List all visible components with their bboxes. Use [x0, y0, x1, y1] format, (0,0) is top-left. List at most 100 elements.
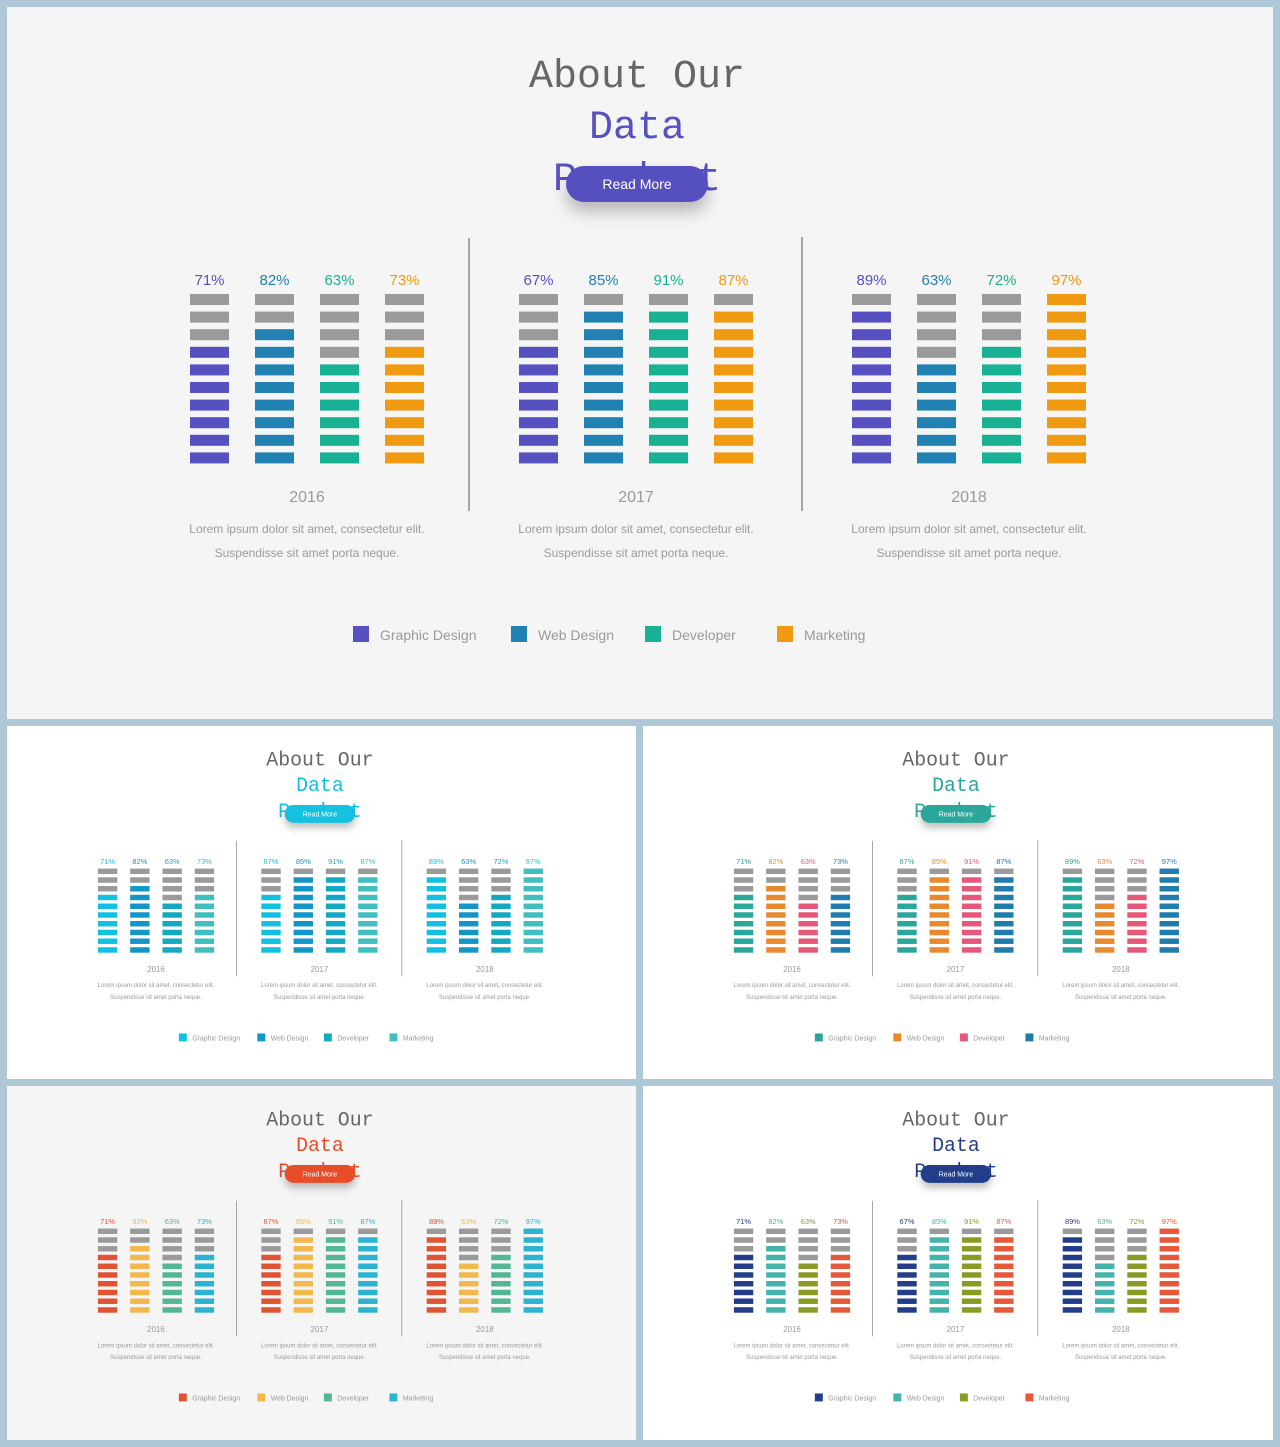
bar-segment: [830, 1228, 851, 1235]
bar-segment: [1159, 912, 1179, 918]
value-label: 72%: [494, 1217, 509, 1226]
bar-segment: [961, 1289, 982, 1296]
read-more-button-bg[interactable]: [566, 166, 708, 202]
read-more-button-label[interactable]: Read More: [939, 811, 973, 818]
read-more-button[interactable]: Read More: [566, 166, 708, 202]
bar-segment: [130, 903, 150, 909]
bar-segment: [766, 1228, 786, 1235]
value-label: 67%: [264, 857, 279, 866]
bar-developer-2018: [982, 294, 1021, 464]
description-line-1: Lorem ipsum dolor sit amet, consectetur …: [98, 983, 215, 989]
bar-segment: [320, 329, 359, 341]
bar-segment: [261, 1307, 281, 1313]
bar-segment: [261, 1263, 281, 1269]
legend-swatch: [959, 1393, 968, 1402]
legend: Graphic Design Web Design Developer Marketi…: [178, 1393, 433, 1402]
bar-developer-2016: [798, 1228, 818, 1313]
bar-segment: [162, 1237, 182, 1243]
bar-segment: [194, 1307, 215, 1313]
bar-segment: [293, 1263, 313, 1269]
value-label: 97%: [1051, 272, 1081, 289]
bar-segment: [994, 929, 1014, 936]
bar-graphic-design-2016: [733, 1228, 754, 1313]
bar-segment: [385, 434, 424, 446]
bar-segment: [649, 434, 688, 446]
bar-segment: [733, 1272, 754, 1278]
bar-segment: [190, 329, 229, 341]
bar-segment: [194, 1228, 215, 1235]
bar-segment: [293, 903, 313, 909]
title-line-data: Data: [296, 1134, 344, 1157]
read-more-button-bg[interactable]: [284, 804, 356, 823]
read-more-button[interactable]: Read More: [284, 1164, 356, 1183]
bar-segment: [917, 329, 956, 341]
bar-segment: [982, 417, 1021, 429]
bar-segment: [929, 1246, 949, 1252]
bar-segment: [523, 1298, 543, 1304]
bar-segment: [491, 1228, 511, 1235]
bar-segment: [852, 311, 891, 323]
bar-segment: [523, 903, 543, 909]
bar-segment: [458, 894, 479, 901]
bar-segment: [255, 417, 294, 429]
bar-segment: [929, 921, 949, 927]
bar-segment: [458, 1228, 479, 1235]
bar-marketing-2017: [358, 1228, 378, 1313]
slide-navy-variant: About OurDataProductRead More71%82%63%73…: [643, 1086, 1273, 1440]
bar-segment: [261, 877, 281, 883]
read-more-button-bg[interactable]: [920, 804, 992, 823]
bar-segment: [426, 1254, 447, 1261]
description-line-2: Suspendisse sit amet porta neque.: [746, 995, 838, 1001]
bar-segment: [714, 382, 753, 393]
bar-segment: [162, 921, 182, 927]
year-label: 2017: [618, 489, 654, 506]
bar-segment: [1094, 1254, 1115, 1261]
read-more-button[interactable]: Read More: [920, 1164, 992, 1183]
bar-segment: [1127, 921, 1147, 927]
bar-segment: [194, 1254, 215, 1261]
bar-segment: [1127, 929, 1147, 936]
read-more-button-label[interactable]: Read More: [602, 176, 671, 192]
bar-segment: [426, 1263, 447, 1269]
bar-segment: [523, 1272, 543, 1278]
value-label: 91%: [328, 1217, 343, 1226]
read-more-button-label[interactable]: Read More: [939, 1171, 973, 1178]
bar-segment: [426, 903, 447, 909]
bar-segment: [523, 947, 543, 953]
bar-segment: [519, 452, 558, 464]
bar-segment: [358, 938, 378, 944]
value-label: 73%: [197, 857, 212, 866]
bar-segment: [523, 868, 543, 875]
legend-swatch: [893, 1033, 902, 1042]
bar-segment: [961, 1263, 982, 1269]
bar-segment: [1159, 1263, 1179, 1269]
bar-web-design-2016: [766, 868, 786, 953]
bar-web-design-2018: [1094, 1228, 1115, 1313]
bar-segment: [194, 921, 215, 927]
legend: Graphic Design Web Design Developer Marketi…: [814, 1033, 1069, 1042]
bar-graphic-design-2017: [261, 1228, 281, 1313]
bar-segment: [162, 1263, 182, 1269]
read-more-button-label[interactable]: Read More: [303, 811, 337, 818]
legend-label: Web Design: [271, 1035, 309, 1042]
bar-segment: [194, 1272, 215, 1278]
description-line-1: Lorem ipsum dolor sit amet, consectetur …: [426, 983, 543, 989]
bar-segment: [261, 921, 281, 927]
bar-segment: [766, 912, 786, 918]
bar-segment: [190, 399, 229, 411]
year-label: 2016: [147, 1325, 165, 1334]
bar-segment: [358, 903, 378, 909]
bar-segment: [426, 868, 447, 875]
bar-segment: [130, 1237, 150, 1243]
read-more-button-label[interactable]: Read More: [303, 1171, 337, 1178]
read-more-button[interactable]: Read More: [284, 804, 356, 823]
read-more-button[interactable]: Read More: [920, 804, 992, 823]
bar-segment: [852, 452, 891, 464]
read-more-button-bg[interactable]: [920, 1164, 992, 1183]
bar-segment: [714, 452, 753, 464]
value-label: 87%: [360, 857, 375, 866]
read-more-button-bg[interactable]: [284, 1164, 356, 1183]
year-group-2017: 67% 85% 91% 87% 2017 Lorem ipsum dolor sit am…: [261, 857, 378, 1001]
value-label: 67%: [264, 1217, 279, 1226]
bar-segment: [798, 894, 818, 901]
